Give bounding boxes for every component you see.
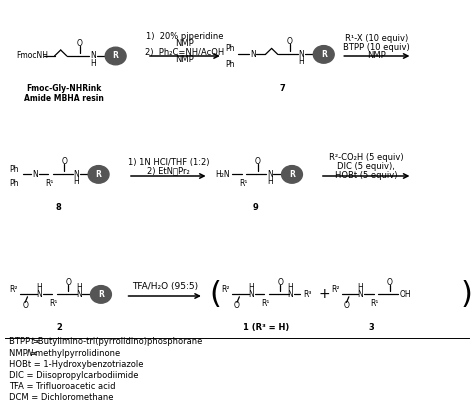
Circle shape xyxy=(282,166,302,183)
Text: O: O xyxy=(234,301,240,310)
Text: FmocNH: FmocNH xyxy=(17,52,49,60)
Text: -methylpyrrolidinone: -methylpyrrolidinone xyxy=(33,349,121,358)
Text: H: H xyxy=(76,283,82,292)
Text: +: + xyxy=(319,287,330,302)
Text: R: R xyxy=(289,170,295,179)
Text: DCM = Dichloromethane: DCM = Dichloromethane xyxy=(9,394,114,400)
Text: R: R xyxy=(96,170,101,179)
Text: -Butylimino-tri(pyrrolidino)phosphorane: -Butylimino-tri(pyrrolidino)phosphorane xyxy=(36,338,203,346)
Text: O: O xyxy=(277,278,283,287)
Text: N: N xyxy=(32,170,38,179)
Text: N: N xyxy=(250,50,255,59)
Text: H: H xyxy=(73,177,79,186)
Text: H: H xyxy=(91,59,96,68)
Text: 1) 1N HCl/THF (1:2): 1) 1N HCl/THF (1:2) xyxy=(128,158,209,166)
Text: 8: 8 xyxy=(56,204,62,212)
Text: t: t xyxy=(30,338,33,346)
Text: R¹-X (10 equiv): R¹-X (10 equiv) xyxy=(345,34,409,42)
Text: R²: R² xyxy=(331,286,339,294)
Text: R¹: R¹ xyxy=(49,299,58,308)
Text: H: H xyxy=(248,283,254,292)
Text: 2)  Ph₂C=NH/AcOH: 2) Ph₂C=NH/AcOH xyxy=(145,48,225,56)
Text: 7: 7 xyxy=(279,84,285,92)
Text: Ph: Ph xyxy=(225,60,235,69)
Text: NMP: NMP xyxy=(175,39,194,48)
Text: Ph: Ph xyxy=(9,179,19,188)
Text: R: R xyxy=(321,50,327,59)
Text: TFA/H₂O (95:5): TFA/H₂O (95:5) xyxy=(132,282,198,290)
Text: TFA = Trifluoroacetic acid: TFA = Trifluoroacetic acid xyxy=(9,382,116,391)
Text: Ph: Ph xyxy=(225,44,235,52)
Text: (: ( xyxy=(210,280,222,309)
Text: R³: R³ xyxy=(303,290,311,299)
Text: R¹: R¹ xyxy=(46,179,54,188)
Text: N: N xyxy=(73,170,79,179)
Text: 9: 9 xyxy=(253,204,259,212)
Text: O: O xyxy=(344,301,349,310)
Text: Ph: Ph xyxy=(9,166,19,174)
Text: HOBt (5 equiv): HOBt (5 equiv) xyxy=(335,171,398,180)
Text: R¹: R¹ xyxy=(239,179,247,188)
Text: H: H xyxy=(357,283,363,292)
Text: N: N xyxy=(76,290,82,299)
Text: BTPP (10 equiv): BTPP (10 equiv) xyxy=(344,43,410,52)
Text: R: R xyxy=(113,52,118,60)
Text: H: H xyxy=(299,57,304,66)
Text: N: N xyxy=(357,290,363,299)
Text: R²: R² xyxy=(9,286,18,294)
Text: N: N xyxy=(267,170,273,179)
Text: H₂N: H₂N xyxy=(216,170,230,179)
Text: H: H xyxy=(36,283,42,292)
Text: N: N xyxy=(36,290,42,299)
Circle shape xyxy=(88,166,109,183)
Text: DIC = Diisopropylcarbodiimide: DIC = Diisopropylcarbodiimide xyxy=(9,371,139,380)
Text: NMP: NMP xyxy=(175,55,194,64)
Text: 2: 2 xyxy=(56,323,62,332)
Text: 2) EtN⁩Pr₂: 2) EtN⁩Pr₂ xyxy=(147,166,190,175)
Text: H: H xyxy=(288,283,293,292)
Text: N: N xyxy=(91,52,96,60)
Text: 1 (R³ = H): 1 (R³ = H) xyxy=(243,323,290,332)
Text: NMP =: NMP = xyxy=(9,349,40,358)
Text: O: O xyxy=(287,37,292,46)
Text: H: H xyxy=(267,177,273,186)
Text: N: N xyxy=(27,349,33,358)
Text: N: N xyxy=(248,290,254,299)
Text: BTPP =: BTPP = xyxy=(9,338,43,346)
Text: R¹: R¹ xyxy=(371,299,379,308)
Text: Amide MBHA resin: Amide MBHA resin xyxy=(24,94,104,102)
Text: Fmoc-Gly-NHRink: Fmoc-Gly-NHRink xyxy=(26,84,102,92)
Circle shape xyxy=(91,286,111,303)
Text: 1)  20% piperidine: 1) 20% piperidine xyxy=(146,32,224,40)
Text: N: N xyxy=(288,290,293,299)
Text: O: O xyxy=(62,157,67,166)
Text: R: R xyxy=(98,290,104,299)
Text: R²: R² xyxy=(221,286,230,294)
Text: ): ) xyxy=(461,280,473,309)
Text: O: O xyxy=(77,39,82,48)
Text: O: O xyxy=(255,157,261,166)
Text: OH: OH xyxy=(400,290,412,299)
Circle shape xyxy=(313,46,334,63)
Circle shape xyxy=(105,47,126,65)
Text: 3: 3 xyxy=(368,323,374,332)
Text: R¹: R¹ xyxy=(261,299,270,308)
Text: HOBt = 1-Hydroxybenzotriazole: HOBt = 1-Hydroxybenzotriazole xyxy=(9,360,144,369)
Text: O: O xyxy=(65,278,71,287)
Text: O: O xyxy=(22,301,28,310)
Text: NMP: NMP xyxy=(367,52,386,60)
Text: N: N xyxy=(299,50,304,59)
Text: DIC (5 equiv),: DIC (5 equiv), xyxy=(337,162,395,171)
Text: O: O xyxy=(387,278,392,287)
Text: R²-CO₂H (5 equiv): R²-CO₂H (5 equiv) xyxy=(329,154,404,162)
